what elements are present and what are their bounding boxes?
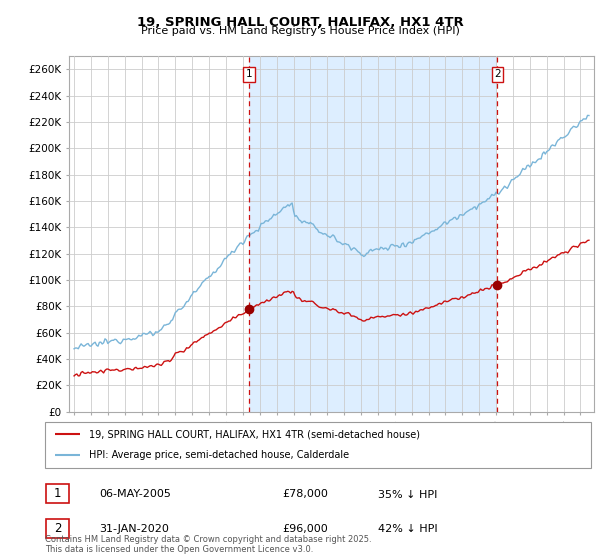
Text: £78,000: £78,000 [282,489,328,500]
Bar [249,56,497,412]
Text: Contains HM Land Registry data © Crown copyright and database right 2025.
This d: Contains HM Land Registry data © Crown c… [45,535,371,554]
Text: 42% ↓ HPI: 42% ↓ HPI [378,524,437,534]
Text: Price paid vs. HM Land Registry's House Price Index (HPI): Price paid vs. HM Land Registry's House … [140,26,460,36]
Text: 1: 1 [245,69,252,79]
Text: HPI: Average price, semi-detached house, Calderdale: HPI: Average price, semi-detached house,… [89,450,349,460]
Text: 2: 2 [494,69,501,79]
Text: 2: 2 [54,522,61,535]
Text: 31-JAN-2020: 31-JAN-2020 [99,524,169,534]
Text: 19, SPRING HALL COURT, HALIFAX, HX1 4TR (semi-detached house): 19, SPRING HALL COURT, HALIFAX, HX1 4TR … [89,429,419,439]
Text: 06-MAY-2005: 06-MAY-2005 [99,489,171,500]
Text: 1: 1 [54,487,61,501]
Text: £96,000: £96,000 [282,524,328,534]
Text: 35% ↓ HPI: 35% ↓ HPI [378,489,437,500]
Text: 19, SPRING HALL COURT, HALIFAX, HX1 4TR: 19, SPRING HALL COURT, HALIFAX, HX1 4TR [137,16,463,29]
